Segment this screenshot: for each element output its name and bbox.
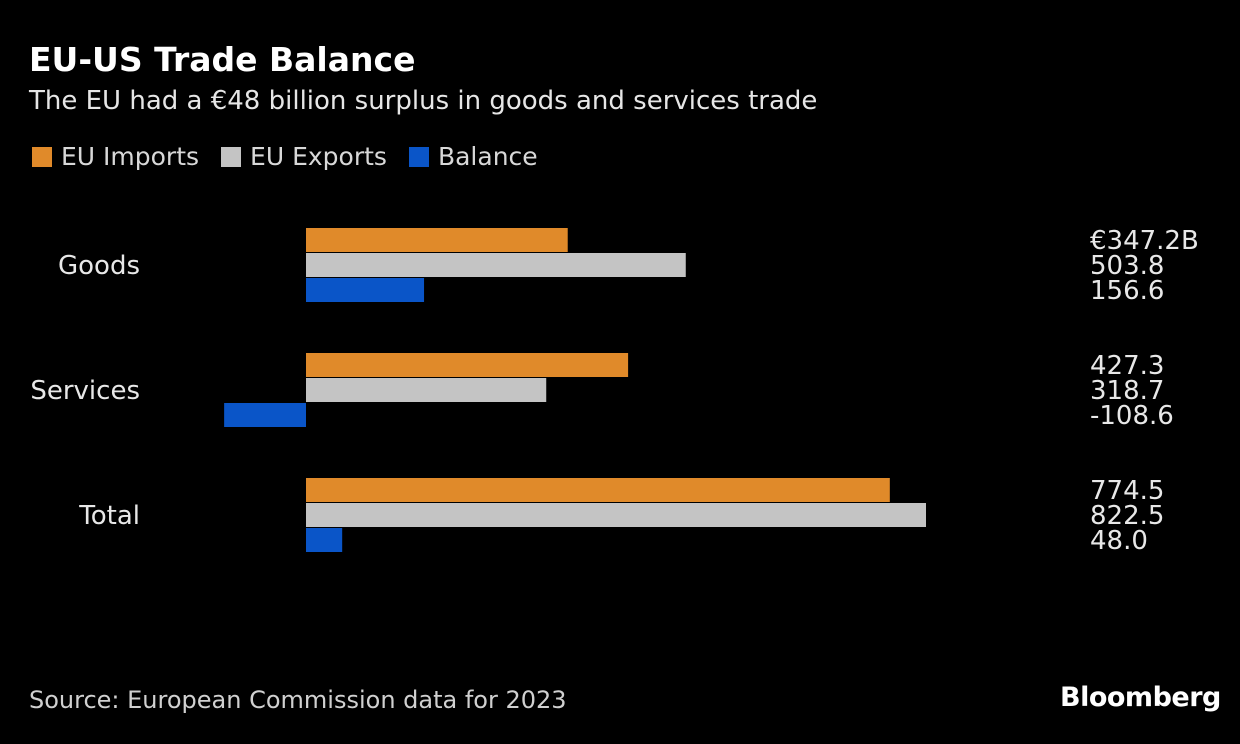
legend-item: EU Exports xyxy=(221,142,387,171)
data-label: 427.3 xyxy=(1090,351,1164,381)
bar-eu-exports xyxy=(306,253,686,277)
bar-balance xyxy=(306,278,425,302)
legend-label: EU Exports xyxy=(250,142,387,171)
bar-balance xyxy=(224,403,306,427)
data-label: 318.7 xyxy=(1090,376,1164,406)
bar-eu-imports xyxy=(306,478,890,502)
data-label: 503.8 xyxy=(1090,251,1164,281)
bar-balance xyxy=(306,528,343,552)
chart-subtitle: The EU had a €48 billion surplus in good… xyxy=(29,86,818,116)
category-label: Goods xyxy=(58,251,140,281)
bar-eu-exports xyxy=(306,378,547,402)
data-label: 48.0 xyxy=(1090,526,1148,556)
data-label: -108.6 xyxy=(1090,401,1174,431)
data-label: 156.6 xyxy=(1090,276,1164,306)
data-label: 822.5 xyxy=(1090,501,1164,531)
legend-item: EU Imports xyxy=(32,142,199,171)
legend-item: Balance xyxy=(408,142,538,171)
bar-eu-imports xyxy=(306,353,629,377)
bar-eu-imports xyxy=(306,228,568,252)
source-note: Source: European Commission data for 202… xyxy=(29,686,567,714)
legend-swatch xyxy=(408,146,429,167)
legend-swatch xyxy=(221,146,242,167)
legend: EU Imports EU Exports Balance xyxy=(32,142,538,171)
legend-swatch xyxy=(32,146,52,167)
data-label: €347.2B xyxy=(1090,226,1199,256)
bloomberg-logo: Bloomberg xyxy=(1060,682,1221,713)
chart-title: EU-US Trade Balance xyxy=(29,40,416,79)
legend-label: EU Imports xyxy=(61,142,200,171)
legend-label: Balance xyxy=(437,142,538,171)
category-label: Total xyxy=(78,501,140,531)
category-label: Services xyxy=(30,376,140,406)
bar-eu-exports xyxy=(306,503,926,527)
data-label: 774.5 xyxy=(1090,476,1164,506)
